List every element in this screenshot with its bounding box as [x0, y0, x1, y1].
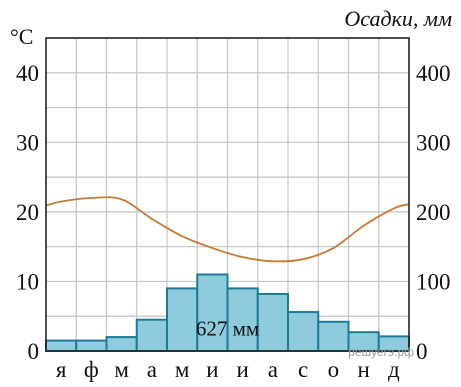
chart-title: Осадки, мм	[344, 6, 452, 31]
right-tick-label: 400	[416, 61, 451, 86]
precipitation-bar	[135, 318, 168, 353]
month-label: а	[147, 357, 157, 382]
month-label: я	[56, 357, 67, 382]
watermark: решуегэ.рф	[348, 345, 414, 359]
right-axis-ticks: 0 100 200 300 400	[416, 61, 451, 364]
left-axis-label: °C	[10, 24, 33, 49]
month-label: и	[206, 357, 218, 382]
precipitation-bar	[226, 287, 259, 352]
right-tick-label: 100	[416, 269, 451, 294]
precipitation-bar	[317, 320, 350, 352]
temperature-series	[45, 196, 410, 263]
month-label: м	[175, 357, 190, 382]
left-tick-label: 40	[16, 61, 39, 86]
temperature-line	[45, 196, 410, 263]
left-tick-label: 0	[28, 339, 40, 364]
month-label: н	[357, 357, 369, 382]
month-label: м	[114, 357, 129, 382]
precipitation-bar	[196, 273, 229, 352]
total-precipitation-label: 627 мм	[196, 317, 259, 341]
precipitation-bar	[45, 339, 78, 353]
precipitation-bar	[287, 311, 320, 352]
right-tick-label: 300	[416, 130, 451, 155]
precipitation-bar	[75, 339, 108, 353]
left-tick-label: 20	[16, 200, 39, 225]
left-tick-label: 30	[16, 130, 39, 155]
month-label: с	[298, 357, 308, 382]
month-label: д	[388, 357, 400, 382]
precipitation-bar	[256, 292, 289, 353]
precipitation-bar	[105, 336, 138, 353]
month-label: а	[268, 357, 278, 382]
precipitation-bar	[166, 287, 199, 352]
plot-frame	[45, 37, 410, 352]
month-label: и	[236, 357, 248, 382]
month-label: о	[328, 357, 340, 382]
month-label: ф	[84, 357, 99, 382]
left-axis-ticks: 0 10 20 30 40	[16, 61, 39, 364]
right-tick-label: 200	[416, 200, 451, 225]
left-tick-label: 10	[16, 269, 39, 294]
right-tick-label: 0	[416, 339, 428, 364]
